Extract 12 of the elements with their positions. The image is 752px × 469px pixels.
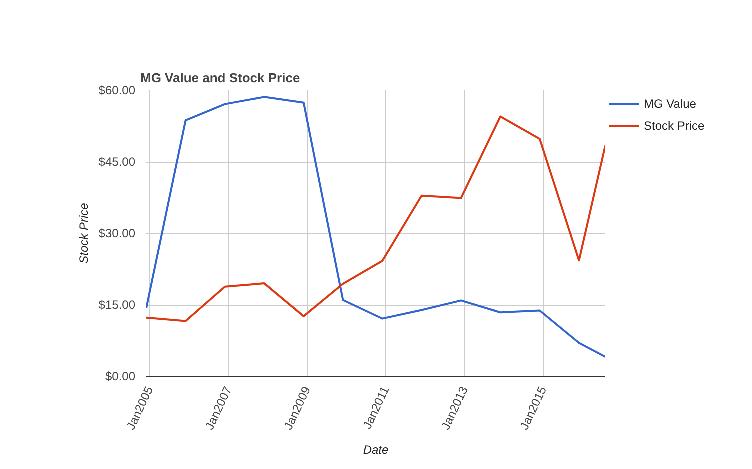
y-tick-label: $45.00 [98, 155, 136, 169]
y-tick-label: $30.00 [98, 226, 136, 240]
y-tick-label: $60.00 [98, 84, 136, 98]
chart-title: MG Value and Stock Price [140, 70, 300, 86]
line-series [146, 116, 606, 322]
y-tick-label: $0.00 [105, 370, 136, 384]
legend-label: Stock Price [644, 119, 705, 133]
x-axis-title: Date [363, 443, 389, 458]
line-series [146, 96, 606, 358]
y-tick-label: $15.00 [98, 298, 136, 312]
y-axis-title: Stock Price [76, 202, 91, 264]
legend-label: MG Value [644, 97, 696, 111]
